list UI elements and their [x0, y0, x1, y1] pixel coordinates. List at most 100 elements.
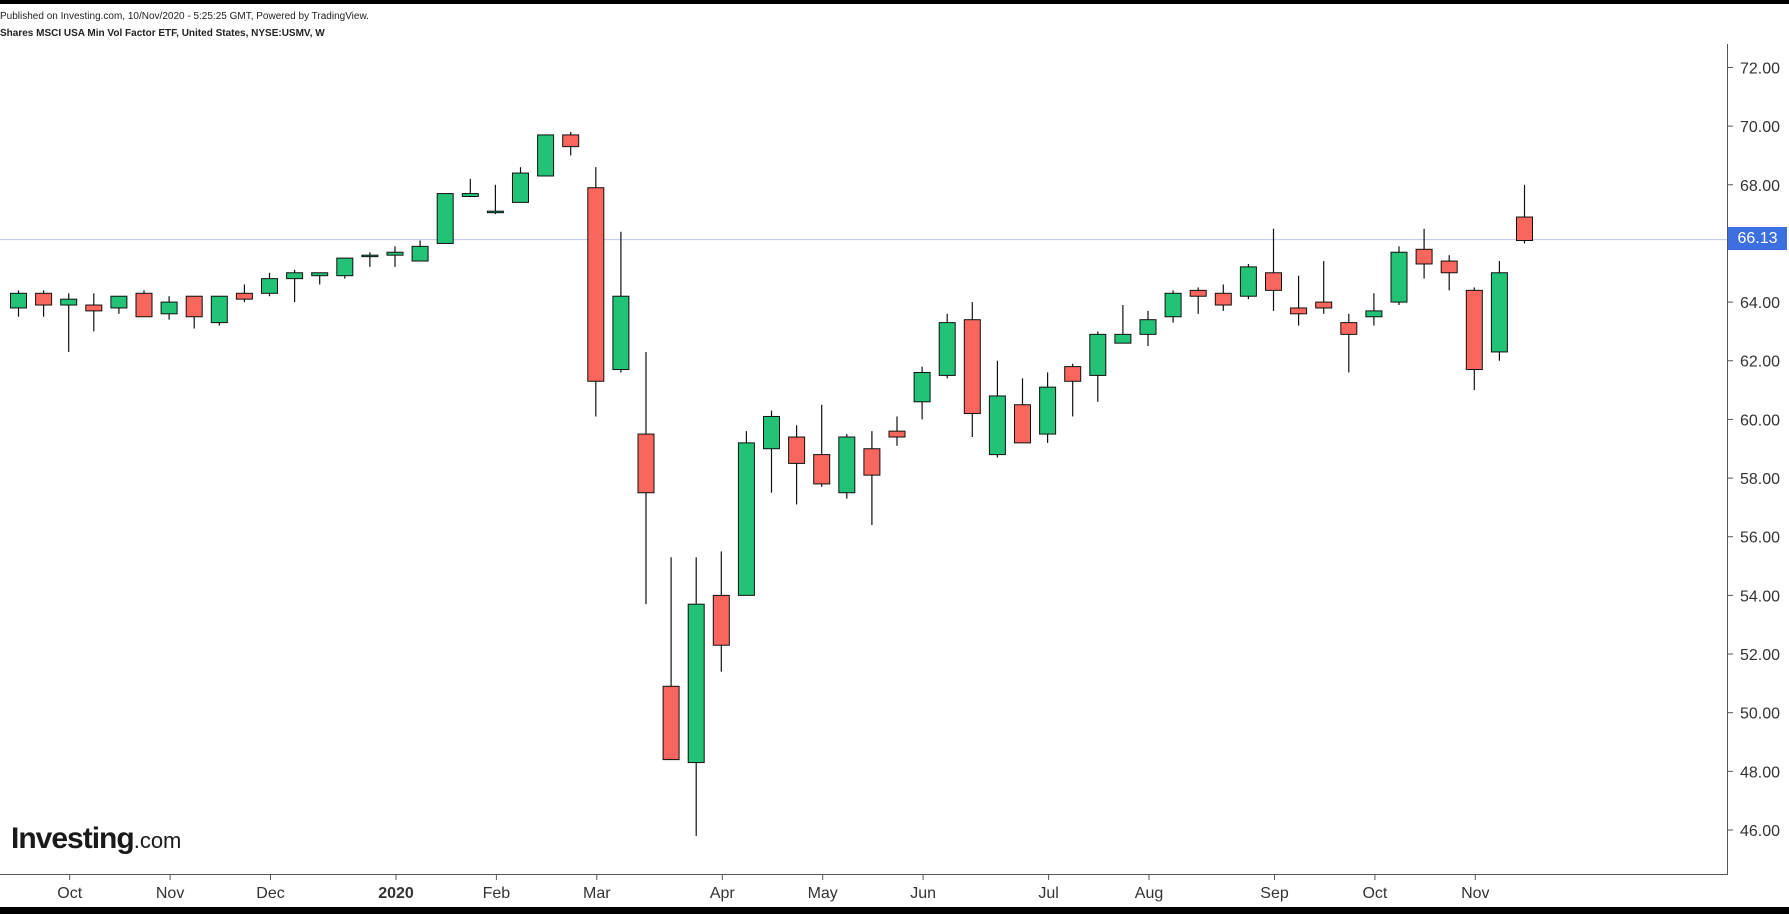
price-tick-label: 50.00 — [1740, 706, 1780, 723]
candle[interactable] — [286, 269, 304, 303]
candle[interactable] — [1516, 184, 1533, 244]
candle-body — [938, 322, 956, 376]
logo-brand: Investing — [11, 822, 135, 855]
candle-body — [35, 292, 53, 306]
price-tick-label: 62.00 — [1740, 354, 1780, 371]
candle[interactable] — [1189, 287, 1207, 314]
candle[interactable] — [311, 272, 329, 285]
candle[interactable] — [261, 272, 278, 297]
candle-body — [110, 295, 128, 309]
candle[interactable] — [637, 351, 655, 605]
candle[interactable] — [336, 257, 354, 279]
candle[interactable] — [85, 293, 103, 332]
candle[interactable] — [813, 404, 831, 487]
candle[interactable] — [160, 296, 178, 320]
candle[interactable] — [687, 557, 705, 836]
candle[interactable] — [210, 295, 228, 326]
candle-body — [361, 254, 379, 258]
candle[interactable] — [938, 313, 956, 379]
candle-body — [386, 251, 404, 256]
top-border — [0, 0, 1789, 4]
candle[interactable] — [436, 193, 454, 244]
candle[interactable] — [386, 246, 404, 267]
candle[interactable] — [712, 551, 730, 672]
candle-body — [1415, 248, 1433, 265]
price-tick-label: 46.00 — [1740, 823, 1780, 840]
candle-body — [1465, 289, 1483, 371]
candle-body — [813, 454, 831, 485]
time-tick-label: Dec — [256, 885, 284, 902]
candle[interactable] — [537, 134, 555, 177]
candle-body — [537, 134, 555, 177]
candle[interactable] — [1164, 290, 1182, 323]
candle[interactable] — [612, 231, 630, 373]
candle-body — [85, 304, 103, 312]
candle[interactable] — [461, 178, 479, 198]
candle-body — [637, 433, 655, 494]
candle[interactable] — [662, 557, 680, 761]
candle[interactable] — [1265, 228, 1282, 311]
candle[interactable] — [60, 293, 78, 352]
candle[interactable] — [838, 434, 856, 499]
candle[interactable] — [35, 290, 53, 317]
candle[interactable] — [512, 167, 529, 203]
candle[interactable] — [411, 240, 429, 262]
time-tick-label: Sep — [1260, 885, 1289, 902]
candle[interactable] — [1089, 331, 1107, 402]
candle-body — [838, 436, 856, 494]
candle[interactable] — [361, 252, 379, 267]
candle-body — [1490, 272, 1508, 353]
price-tick-label: 56.00 — [1740, 530, 1780, 547]
candle[interactable] — [587, 167, 605, 417]
candle-body — [336, 257, 354, 277]
candle-body — [461, 193, 479, 198]
candle[interactable] — [788, 425, 806, 505]
candle[interactable] — [863, 431, 881, 525]
candle-body — [1164, 292, 1182, 318]
time-tick-label: May — [808, 885, 838, 902]
candle[interactable] — [110, 295, 128, 314]
candle[interactable] — [1490, 261, 1508, 361]
candle[interactable] — [888, 416, 906, 446]
symbol-title: Shares MSCI USA Min Vol Factor ETF, Unit… — [0, 28, 325, 39]
candle-body — [261, 278, 278, 294]
price-axis-labels: 46.00 48.00 50.00 52.00 54.00 56.00 58.00 60.00… — [1728, 60, 1780, 840]
candle[interactable] — [1315, 261, 1333, 314]
candle[interactable] — [1365, 293, 1383, 326]
candle[interactable] — [963, 302, 981, 438]
candle[interactable] — [1039, 372, 1057, 443]
candle[interactable] — [1214, 284, 1232, 311]
candle[interactable] — [1415, 228, 1433, 279]
candle[interactable] — [913, 366, 931, 420]
candle[interactable] — [1239, 263, 1257, 300]
candle[interactable] — [562, 131, 580, 156]
time-axis-labels: Oct Nov Dec 2020 Feb Mar Apr May Jun Jul Aug Sep Oct… — [57, 875, 1490, 902]
candle-body — [687, 603, 705, 764]
candle-body — [712, 594, 730, 646]
candle[interactable] — [135, 290, 153, 318]
candle[interactable] — [1064, 363, 1082, 417]
candle[interactable] — [763, 410, 780, 493]
candle[interactable] — [1440, 255, 1458, 291]
candle[interactable] — [235, 284, 253, 303]
candle[interactable] — [737, 431, 755, 596]
candle[interactable] — [1114, 305, 1132, 344]
candle[interactable] — [486, 184, 504, 215]
candle[interactable] — [988, 360, 1006, 458]
candle[interactable] — [10, 290, 27, 317]
candle[interactable] — [1390, 246, 1408, 306]
candle[interactable] — [1465, 287, 1483, 391]
candle[interactable] — [1290, 275, 1308, 326]
candle-body — [160, 301, 178, 315]
price-tick-label: 64.00 — [1740, 295, 1780, 312]
candle-body — [1516, 216, 1533, 242]
candle[interactable] — [185, 295, 203, 329]
candle[interactable] — [1139, 310, 1157, 347]
time-tick-label: Nov — [156, 885, 184, 902]
time-tick-label: Oct — [1362, 885, 1387, 902]
candle[interactable] — [1014, 378, 1031, 444]
candle[interactable] — [1340, 313, 1358, 373]
candle-body — [1214, 292, 1232, 306]
